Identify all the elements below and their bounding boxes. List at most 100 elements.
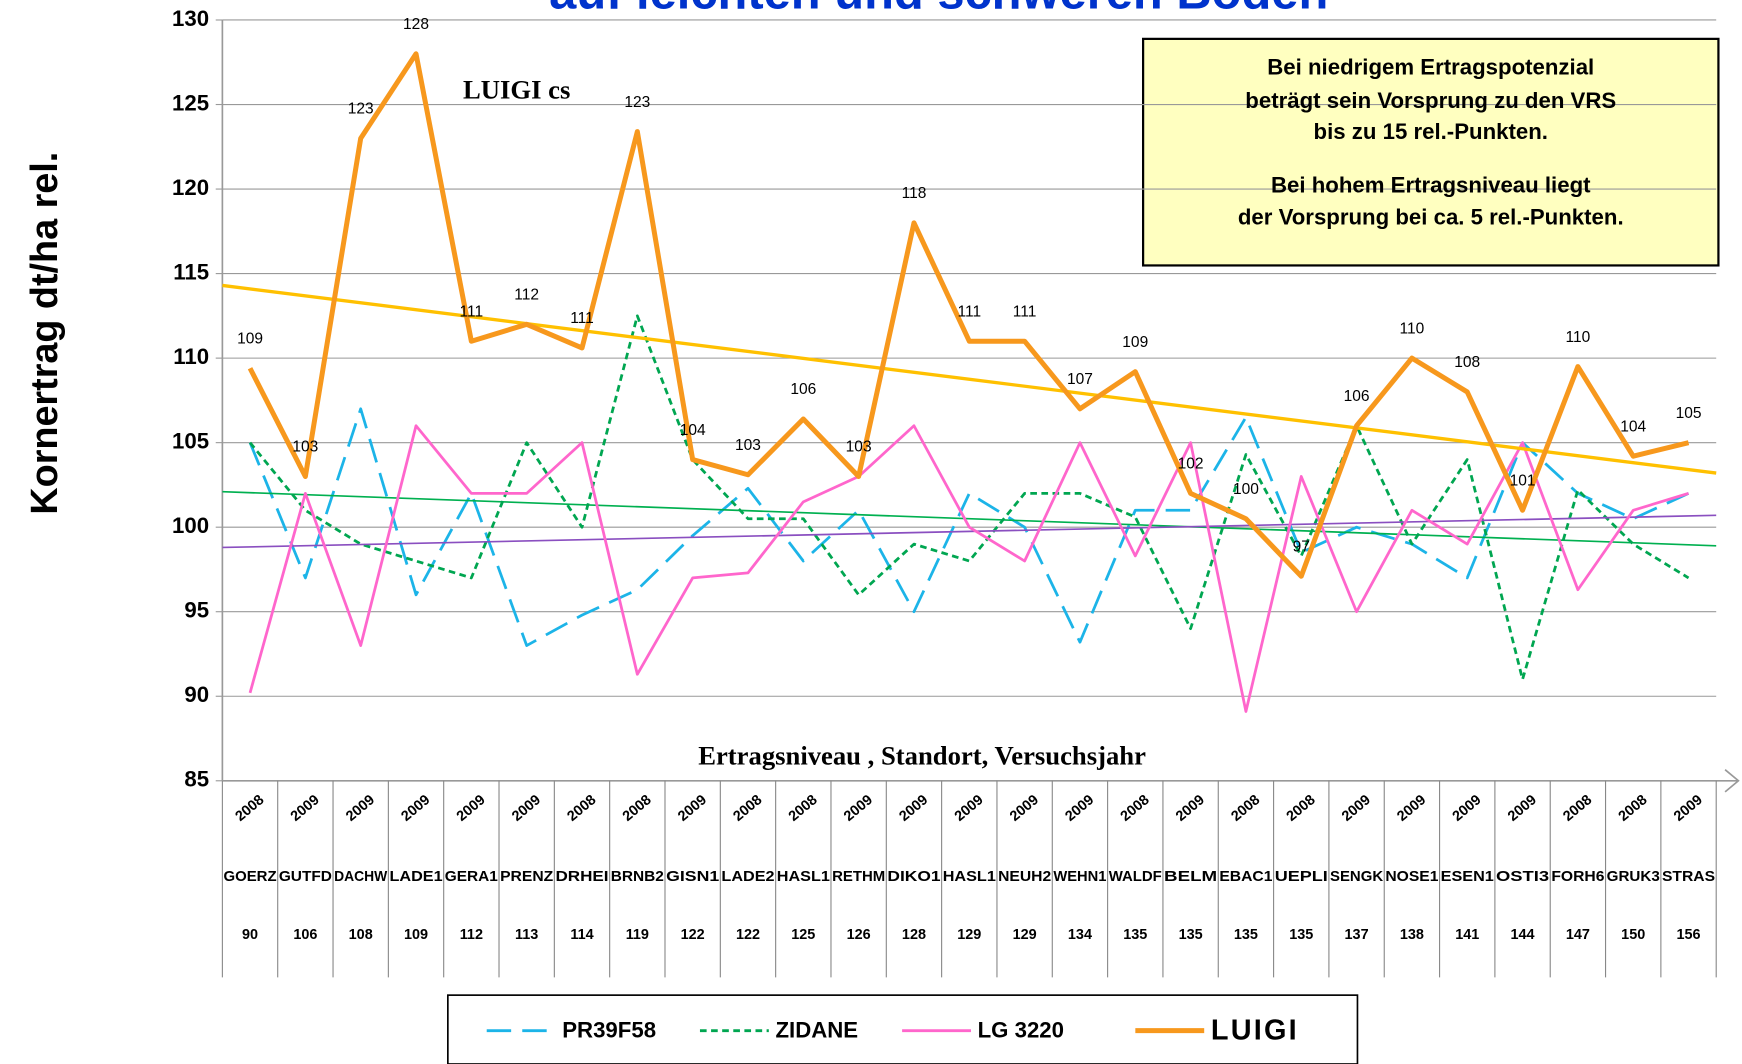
y-tick-label: 110 bbox=[173, 344, 209, 369]
y-axis-label: Kornertrag dt/ha rel. bbox=[24, 152, 66, 515]
note-box bbox=[1141, 37, 1720, 267]
data-label: 103 bbox=[735, 437, 761, 454]
data-label: 103 bbox=[292, 439, 318, 456]
x-axis-label: Ertragsniveau , Standort, Versuchsjahr bbox=[698, 741, 1146, 771]
station-label: LADE1 bbox=[389, 869, 442, 885]
series-line bbox=[248, 424, 1689, 713]
level-label: 126 bbox=[847, 927, 871, 943]
y-tick-label: 105 bbox=[172, 429, 209, 454]
y-tick-label: 125 bbox=[172, 90, 209, 115]
station-label: BRNB2 bbox=[611, 869, 664, 885]
data-label: 110 bbox=[1400, 320, 1425, 337]
year-label: 2008 bbox=[232, 792, 267, 825]
station-label: FORH6 bbox=[1551, 869, 1604, 885]
series-line bbox=[247, 51, 1690, 579]
y-tick-label: 120 bbox=[172, 175, 209, 200]
level-label: 135 bbox=[1179, 927, 1203, 943]
year-label: 2008 bbox=[620, 792, 655, 825]
year-label: 2009 bbox=[896, 792, 931, 825]
level-label: 112 bbox=[460, 927, 483, 943]
note-text: Bei niedrigem Ertragspotenzial bbox=[1267, 55, 1594, 80]
station-label: GERA1 bbox=[445, 869, 498, 885]
station-label: STRAS bbox=[1662, 869, 1716, 885]
data-label: 111 bbox=[1013, 303, 1037, 320]
station-label: GRUK3 bbox=[1607, 869, 1660, 885]
station-label: DRHEI bbox=[555, 869, 608, 885]
level-label: 109 bbox=[404, 927, 428, 943]
station-label: LADE2 bbox=[721, 869, 774, 885]
y-tick-label: 130 bbox=[172, 6, 209, 31]
annotation: LUIGI cs bbox=[463, 74, 570, 104]
series-line bbox=[248, 407, 1690, 647]
station-label: RETHM bbox=[832, 869, 885, 885]
station-label: ESEN1 bbox=[1441, 869, 1494, 885]
level-label: 147 bbox=[1566, 927, 1590, 943]
trend-line bbox=[222, 490, 1717, 547]
data-label: 109 bbox=[237, 330, 263, 347]
data-label: 97 bbox=[1293, 538, 1310, 555]
year-label: 2009 bbox=[1450, 792, 1485, 825]
level-label: 135 bbox=[1234, 927, 1258, 943]
level-label: 106 bbox=[293, 927, 317, 943]
data-label: 123 bbox=[624, 94, 650, 111]
year-label: 2008 bbox=[1616, 792, 1651, 825]
year-label: 2008 bbox=[1284, 792, 1319, 825]
year-label: 2009 bbox=[509, 792, 544, 825]
level-label: 108 bbox=[349, 927, 373, 943]
level-label: 137 bbox=[1345, 927, 1369, 943]
data-label: 106 bbox=[790, 381, 816, 398]
year-label: 2009 bbox=[1394, 792, 1429, 825]
station-label: NOSE1 bbox=[1385, 869, 1438, 885]
data-label: 123 bbox=[348, 101, 374, 118]
chart-title: auf leichten und schweren Boden bbox=[549, 0, 1328, 19]
station-label: WEHN1 bbox=[1053, 869, 1106, 885]
data-label: 110 bbox=[1566, 329, 1591, 346]
year-label: 2008 bbox=[564, 792, 599, 825]
station-label: HASL1 bbox=[777, 869, 830, 885]
level-label: 122 bbox=[736, 927, 760, 943]
data-label: 118 bbox=[902, 185, 927, 202]
data-label: 102 bbox=[1178, 456, 1204, 473]
year-label: 2009 bbox=[675, 792, 710, 825]
level-label: 150 bbox=[1621, 927, 1645, 943]
level-label: 135 bbox=[1123, 927, 1147, 943]
data-label: 111 bbox=[957, 303, 981, 320]
station-label: GUTFD bbox=[279, 869, 332, 885]
year-label: 2009 bbox=[1505, 792, 1540, 825]
station-label: BELM bbox=[1164, 869, 1217, 885]
legend-label: LUIGI bbox=[1211, 1014, 1299, 1046]
year-label: 2009 bbox=[1062, 792, 1097, 825]
y-tick-label: 115 bbox=[173, 259, 209, 284]
data-label: 107 bbox=[1067, 371, 1093, 388]
year-label: 2009 bbox=[841, 792, 876, 825]
data-label: 104 bbox=[1620, 418, 1646, 435]
year-label: 2009 bbox=[398, 792, 433, 825]
year-label: 2009 bbox=[952, 792, 987, 825]
y-tick-label: 100 bbox=[172, 513, 209, 538]
year-label: 2009 bbox=[1671, 792, 1706, 825]
data-label: 101 bbox=[1510, 473, 1536, 490]
level-label: 122 bbox=[681, 927, 705, 943]
year-label: 2008 bbox=[786, 792, 821, 825]
y-tick-label: 85 bbox=[184, 767, 209, 792]
y-tick-label: 95 bbox=[184, 598, 209, 623]
note-text: der Vorsprung bei ca. 5 rel.-Punkten. bbox=[1238, 205, 1624, 230]
level-label: 128 bbox=[902, 927, 926, 943]
year-label: 2009 bbox=[343, 792, 378, 825]
station-label: PRENZ bbox=[500, 869, 553, 885]
trend-line bbox=[222, 283, 1717, 475]
year-label: 2008 bbox=[1118, 792, 1153, 825]
data-label: 111 bbox=[570, 310, 594, 327]
y-tick-label: 90 bbox=[184, 682, 209, 707]
data-label: 111 bbox=[460, 303, 484, 320]
level-label: 134 bbox=[1068, 927, 1092, 943]
x-axis-arrow bbox=[1724, 769, 1740, 793]
station-label: UEPLI bbox=[1275, 869, 1328, 885]
data-label: 105 bbox=[1676, 405, 1702, 422]
note-text: beträgt sein Vorsprung zu den VRS bbox=[1245, 88, 1616, 113]
year-label: 2008 bbox=[730, 792, 765, 825]
level-label: 138 bbox=[1400, 927, 1424, 943]
year-label: 2009 bbox=[1339, 792, 1374, 825]
